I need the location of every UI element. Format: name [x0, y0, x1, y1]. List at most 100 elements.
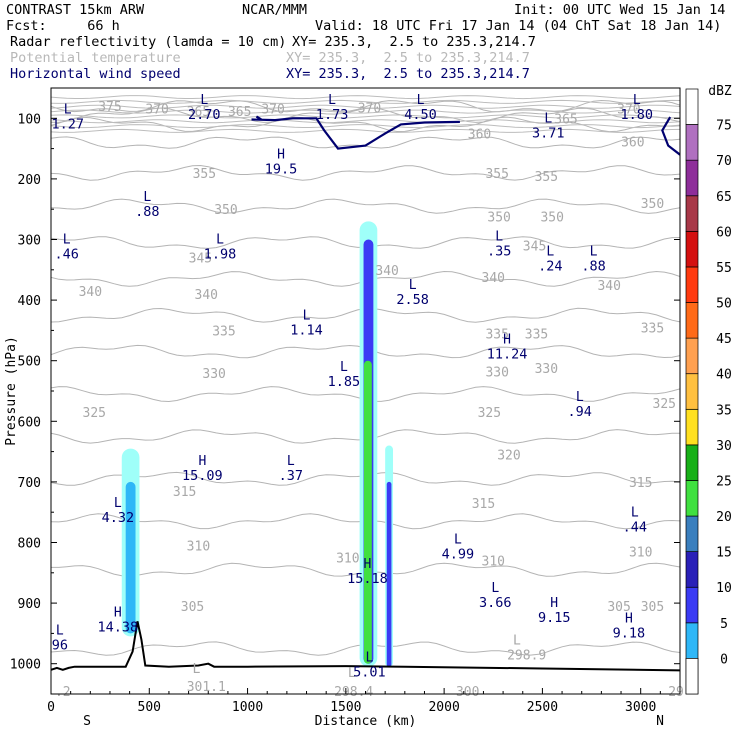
- y-tick-label: 1000: [10, 658, 41, 673]
- wind-extremum-type: L: [495, 230, 503, 245]
- wind-extremum-type: L: [63, 233, 71, 248]
- theta-label: 305: [607, 600, 630, 615]
- colorbar-label: 0: [720, 652, 728, 667]
- wind-extremum-value: .24: [538, 259, 562, 275]
- header-right1: Init: 00 UTC Wed 15 Jan 14: [514, 2, 726, 18]
- wind-extremum-value: .35: [487, 244, 511, 260]
- theta-label: 370: [358, 101, 381, 116]
- header-left2: Fcst: 66 h: [6, 18, 120, 34]
- wind-extremum-type: L: [454, 533, 462, 548]
- theta-label: 340: [195, 288, 218, 303]
- x-tick-label: 0: [47, 700, 55, 715]
- x-tick-label: 500: [138, 700, 161, 715]
- wind-extremum-type: L: [114, 496, 122, 511]
- theta-label: 365: [187, 105, 210, 120]
- y-tick-label: 500: [18, 355, 41, 370]
- colorbar-label: 45: [716, 332, 732, 347]
- y-tick-label: 100: [18, 112, 41, 127]
- theta-label: 350: [487, 210, 510, 225]
- wind-extremum-type: H: [503, 333, 511, 348]
- theta-label: 335: [641, 321, 664, 336]
- axes-layer: 100 200 300 400 500 600 700 800 900 1000 0 500 1000 1…: [4, 87, 681, 729]
- colorbar-label: 15: [716, 546, 732, 561]
- terrain-line: [50, 621, 681, 672]
- wind-extremum-value: 1.80: [620, 107, 653, 123]
- theta-extremum: L: [193, 662, 201, 677]
- theta-label: 350: [540, 210, 563, 225]
- theta-contour-band: [51, 109, 680, 114]
- y-tick-label: 400: [18, 294, 41, 309]
- wind-extremum-value: 15.09: [182, 468, 223, 484]
- wind-extremum-value: .46: [55, 247, 79, 263]
- x-tick-label: 3000: [625, 700, 656, 715]
- theta-label: 320: [497, 449, 520, 464]
- theta-label: 340: [482, 271, 505, 286]
- wind-extremum-type: L: [590, 245, 598, 260]
- wind-extremum-value: 15.18: [347, 571, 388, 587]
- theta-label: 310: [187, 540, 210, 555]
- theta-label: 315: [173, 485, 196, 500]
- terrain-layer: [50, 621, 681, 672]
- theta-label: 365: [554, 112, 577, 127]
- header-right2: Valid: 18 UTC Fri 17 Jan 14 (04 ChT Sat …: [315, 18, 722, 34]
- colorbar-label: 10: [716, 581, 732, 596]
- theta-contour-band: [51, 119, 680, 124]
- theta-label: 340: [79, 285, 102, 300]
- colorbar-label: 20: [716, 510, 732, 525]
- colorbar-segment: [685, 622, 699, 659]
- wind-extremum-type: L: [143, 190, 151, 205]
- colorbar-label: 35: [716, 403, 732, 418]
- colorbar-cap-bottom: [685, 658, 699, 695]
- theta-label: 298.4: [334, 685, 373, 700]
- wind-extremum-type: H: [114, 605, 122, 620]
- header-left1: CONTRAST 15km ARW: [6, 2, 145, 18]
- colorbar-label: 65: [716, 190, 732, 205]
- theta-label: 315: [472, 497, 495, 512]
- theta-label: 340: [597, 279, 620, 294]
- wind-extremum-type: L: [340, 360, 348, 375]
- theta-label: 325: [478, 406, 501, 421]
- theta-extremum: L: [348, 666, 356, 681]
- wind-extremum-value: 11.24: [487, 347, 528, 363]
- colorbar-segment: [685, 195, 699, 232]
- theta-contour-365: [51, 116, 680, 133]
- colorbar-label: 60: [716, 225, 732, 240]
- colorbar-label: 25: [716, 474, 732, 489]
- theta-label: 310: [629, 546, 652, 561]
- theta-label: 340: [375, 264, 398, 279]
- colorbar: 0 5 10 15 20 25 30 35 40 45 50 55 60 65 70 75 dBZ: [685, 84, 732, 695]
- wind-extremum-value: 1.73: [316, 107, 349, 123]
- wind-extremum-value: 1.98: [204, 247, 237, 263]
- wind-extremum-value: 1.27: [51, 116, 84, 132]
- y-tick-label: 600: [18, 415, 41, 430]
- end-label-right: N: [656, 714, 664, 729]
- theta-label: 335: [525, 327, 548, 342]
- theta-label: 355: [485, 167, 508, 182]
- end-label-left: S: [83, 714, 91, 729]
- theta-label: 305: [181, 600, 204, 615]
- y-tick-label: 300: [18, 234, 41, 249]
- theta-label: 345: [189, 252, 212, 267]
- field2-title: Potential temperature: [10, 50, 181, 66]
- y-tick-label: 800: [18, 537, 41, 552]
- field2-xy: XY= 235.3, 2.5 to 235.3,214.7: [286, 50, 530, 66]
- field1-xy: XY= 235.3, 2.5 to 235.3,214.7: [292, 34, 536, 50]
- reflectivity-cell-30: [363, 360, 372, 664]
- wind-extremum-type: L: [409, 278, 417, 293]
- wind-extremum-type: L: [287, 454, 295, 469]
- colorbar-label: 55: [716, 261, 732, 276]
- wind-extremum-value: 9.15: [538, 610, 571, 626]
- theta-contour-band: [51, 95, 680, 100]
- wind-extremum-value: .88: [135, 204, 159, 220]
- theta-label: 360: [468, 127, 491, 142]
- theta-label: 370: [617, 103, 640, 118]
- wind-extremum-type: L: [216, 233, 224, 248]
- theta-label: 335: [485, 327, 508, 342]
- theta-label: 345: [523, 240, 546, 255]
- wind-extremum-type: L: [64, 102, 72, 117]
- field3-title: Horizontal wind speed: [10, 66, 181, 82]
- theta-contour-355: [51, 164, 680, 181]
- wind-extremum-type: H: [277, 148, 285, 163]
- theta-label: 29: [668, 685, 684, 700]
- wind-extremum-type: L: [417, 93, 425, 108]
